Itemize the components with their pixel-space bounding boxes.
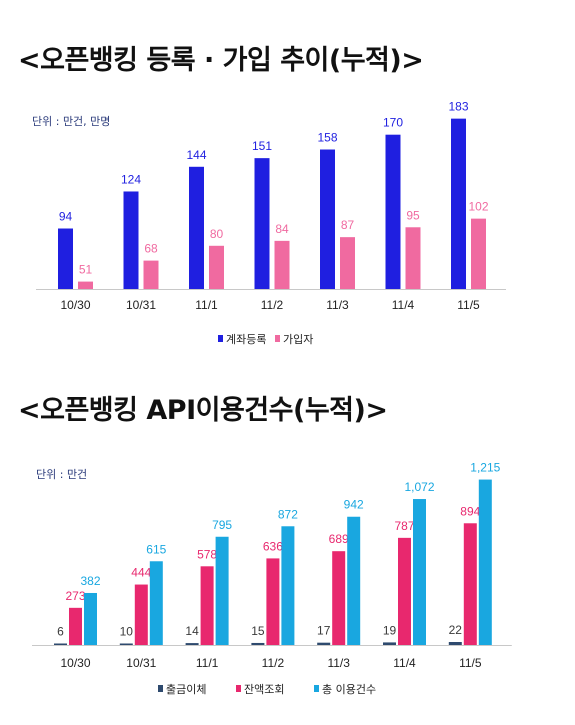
chart-1-data-label: 51 (79, 263, 93, 277)
chart-1-legend-label: 계좌등록 (226, 333, 266, 346)
chart-1-legend-swatch (275, 335, 280, 342)
chart-2-data-label: 795 (212, 518, 232, 532)
chart-1-bar (189, 166, 204, 289)
chart-1-data-label: 95 (406, 208, 420, 222)
chart-2-data-label: 15 (251, 624, 265, 638)
chart-1-bar (254, 158, 270, 289)
chart-2-tick-label: 11/4 (393, 656, 416, 670)
chart-2-data-label: 636 (263, 539, 283, 553)
chart-1-tick-label: 10/30 (60, 298, 90, 312)
chart-1-title: <오픈뱅킹 등록 · 가입 추이(누적)> (18, 45, 424, 76)
chart-2-bar (413, 499, 426, 645)
chart-2-bar (200, 566, 214, 645)
chart-2-data-label: 14 (185, 624, 199, 638)
chart-2-bar (347, 516, 361, 645)
chart-2-bar (215, 536, 229, 645)
chart-1-tick-label: 11/1 (195, 298, 218, 312)
chart-2-bar (398, 537, 411, 645)
chart-2-bar (251, 642, 265, 645)
chart-1-bar (451, 118, 466, 289)
chart-2-legend-swatch (314, 685, 319, 692)
chart-2-legend-label: 출금이체 (166, 683, 206, 696)
chart-2-data-label: 22 (449, 623, 463, 637)
chart-1-bar (78, 281, 93, 289)
chart-2-tick-label: 10/31 (126, 656, 156, 670)
chart-2-bar (69, 607, 82, 645)
chart-1-data-label: 68 (144, 242, 158, 256)
chart-1-tick-label: 10/31 (126, 298, 156, 312)
chart-2-bar (448, 642, 462, 645)
chart-2-title: <오픈뱅킹 API이용건수(누적)> (18, 395, 388, 426)
chart-2-bar (281, 526, 295, 645)
chart-1-data-label: 80 (210, 227, 224, 241)
chart-2-bar (54, 643, 67, 645)
chart-1-bar (58, 228, 73, 289)
chart-2-data-label: 6 (57, 625, 64, 639)
chart-2-data-label: 872 (278, 507, 298, 521)
chart-1-bar (405, 227, 421, 289)
chart-1-bar (320, 149, 335, 289)
chart-2-tick-label: 11/3 (327, 656, 350, 670)
chart-1-bar (340, 237, 355, 289)
chart-1-legend-swatch (218, 335, 223, 342)
chart-2-bar (134, 584, 148, 645)
chart-1-bar (209, 245, 224, 289)
chart-2-tick-label: 10/30 (60, 656, 90, 670)
chart-2-data-label: 894 (460, 504, 480, 518)
chart-2-legend-swatch (158, 685, 163, 692)
chart-1-bar (143, 260, 159, 289)
chart-2-data-label: 17 (317, 624, 331, 638)
chart-1-bar (123, 191, 139, 289)
chart-2-bar (332, 551, 346, 645)
chart-2-data-label: 689 (329, 532, 349, 546)
chart-1-data-label: 87 (341, 218, 355, 232)
chart-2-tick-label: 11/5 (459, 656, 482, 670)
chart-2-bar (317, 642, 331, 645)
chart-2-data-label: 1,215 (470, 461, 500, 475)
chart-2-data-label: 942 (344, 498, 364, 512)
chart-2-bar (185, 643, 199, 645)
chart-2-data-label: 10 (120, 625, 134, 639)
chart-1-bar (274, 240, 290, 289)
chart-2-tick-label: 11/1 (196, 656, 219, 670)
chart-1-data-label: 84 (275, 222, 289, 236)
chart-2-bar (84, 592, 97, 645)
chart-1-bar (471, 218, 486, 289)
chart-2-bar (463, 523, 477, 645)
chart-2-data-label: 273 (65, 589, 85, 603)
chart-2-unit-note: 단위 : 만건 (36, 468, 88, 481)
chart-2-data-label: 578 (197, 547, 217, 561)
chart-1-data-label: 183 (448, 100, 468, 114)
chart-2-bar (383, 642, 396, 645)
chart-1-data-label: 158 (317, 131, 337, 145)
chart-1-tick-label: 11/3 (326, 298, 349, 312)
chart-2-data-label: 444 (131, 566, 151, 580)
chart-1-data-label: 170 (383, 116, 403, 130)
chart-1-unit-note: 단위 : 만건, 만명 (32, 115, 111, 128)
chart-2-bar (119, 643, 133, 645)
chart-1-tick-label: 11/2 (261, 298, 284, 312)
chart-1-tick-label: 11/5 (457, 298, 480, 312)
chart-2-data-label: 1,072 (404, 480, 434, 494)
chart-2-legend-label: 잔액조회 (244, 683, 284, 696)
chart-1-data-label: 151 (252, 139, 272, 153)
chart-2-tick-label: 11/2 (262, 656, 285, 670)
chart-2-data-label: 19 (383, 623, 397, 637)
chart-1-data-label: 144 (186, 148, 206, 162)
chart-1-legend-label: 가입자 (283, 333, 313, 346)
chart-1-data-label: 94 (59, 210, 73, 224)
chart-2-legend-label: 총 이용건수 (322, 683, 376, 696)
chart-1-data-label: 124 (121, 172, 141, 186)
chart-2-data-label: 615 (146, 542, 166, 556)
chart-2-data-label: 787 (394, 519, 414, 533)
chart-2-bar (149, 561, 163, 645)
chart-1-tick-label: 11/4 (392, 298, 415, 312)
chart-1-bar (385, 134, 401, 289)
chart-2-bar (266, 558, 280, 645)
chart-2-bar (478, 479, 492, 645)
chart-1-data-label: 102 (468, 200, 488, 214)
chart-2-data-label: 382 (80, 574, 100, 588)
chart-2-legend-swatch (236, 685, 241, 692)
